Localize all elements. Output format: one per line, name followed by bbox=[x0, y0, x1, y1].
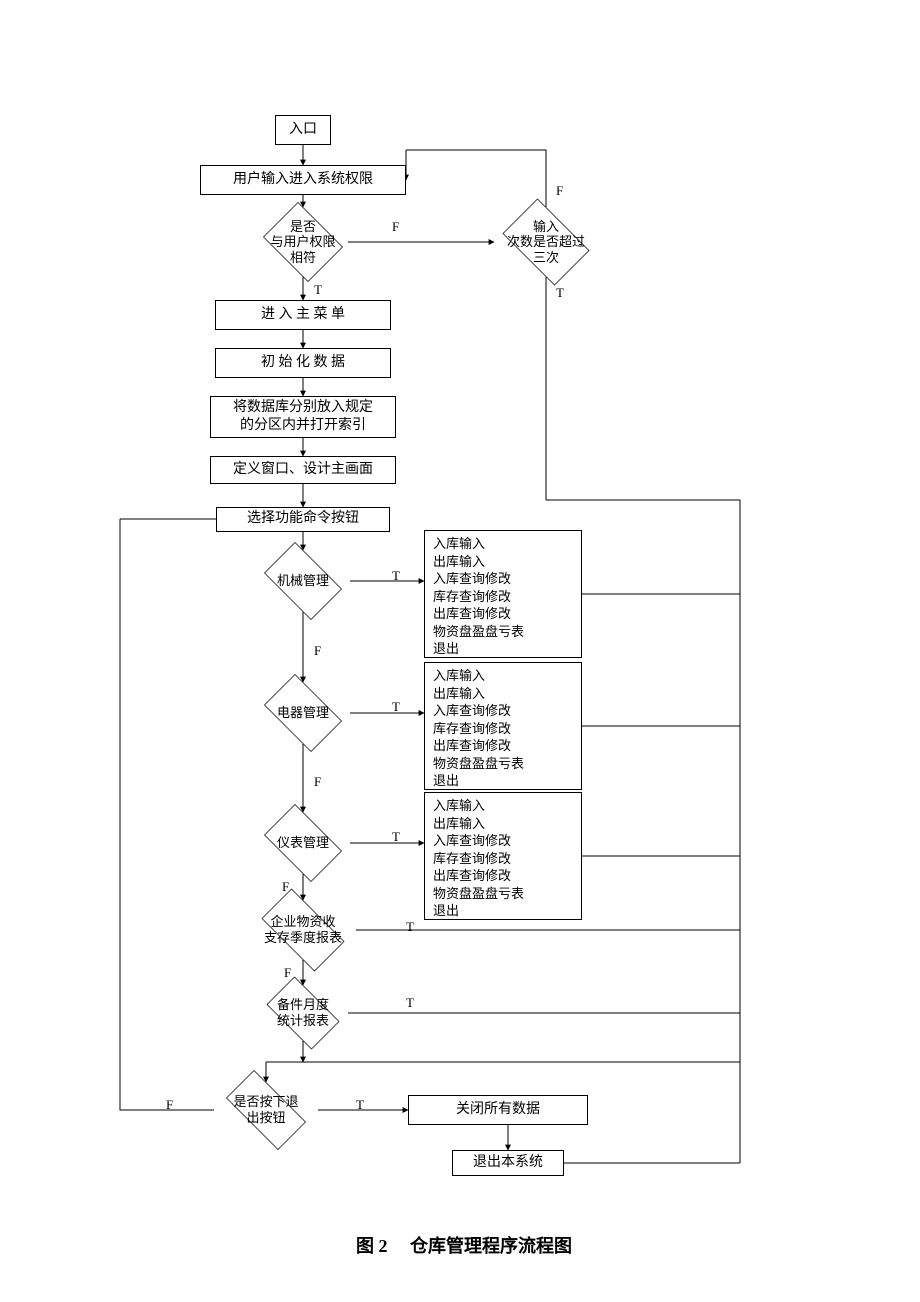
meter-list-3: 库存查询修改 bbox=[433, 850, 573, 868]
mech-list-2: 入库查询修改 bbox=[433, 570, 573, 588]
node-meter-mgmt: 仪表管理 bbox=[256, 812, 350, 874]
elec-list-4: 出库查询修改 bbox=[433, 737, 573, 755]
node-init-data-label: 初 始 化 数 据 bbox=[261, 354, 345, 372]
node-exit-sys-label: 退出本系统 bbox=[473, 1154, 543, 1172]
node-elec-mgmt-label: 电器管理 bbox=[277, 705, 329, 721]
edge-tries-F: F bbox=[556, 184, 563, 197]
elec-list-3: 库存查询修改 bbox=[433, 720, 573, 738]
elec-list-6: 退出 bbox=[433, 772, 573, 790]
node-meter-mgmt-label: 仪表管理 bbox=[277, 835, 329, 851]
node-close-data-label: 关闭所有数据 bbox=[456, 1101, 540, 1119]
node-check-tries: 输入次数是否超过三次 bbox=[494, 207, 598, 277]
elec-list-1: 出库输入 bbox=[433, 685, 573, 703]
node-exit-btn: 是否按下退出按钮 bbox=[214, 1082, 318, 1138]
edge-exit-T: T bbox=[356, 1098, 364, 1111]
node-mech-mgmt-label: 机械管理 bbox=[277, 573, 329, 589]
node-exit-btn-label: 是否按下退出按钮 bbox=[233, 1094, 298, 1125]
node-open-index: 将数据库分别放入规定的分区内并打开索引 bbox=[210, 396, 396, 438]
edge-perm-F: F bbox=[392, 220, 399, 233]
node-q-report: 企业物资收支存季度报表 bbox=[250, 900, 356, 960]
node-select-cmd: 选择功能命令按钮 bbox=[216, 507, 390, 532]
edge-elec-T: T bbox=[392, 700, 400, 713]
node-m-report: 备件月度统计报表 bbox=[258, 985, 348, 1041]
meter-list-0: 入库输入 bbox=[433, 797, 573, 815]
node-design-win-label: 定义窗口、设计主画面 bbox=[233, 461, 373, 479]
figure-title: 仓库管理程序流程图 bbox=[410, 1236, 572, 1256]
node-q-report-label: 企业物资收支存季度报表 bbox=[264, 914, 342, 945]
node-elec-list: 入库输入 出库输入 入库查询修改 库存查询修改 出库查询修改 物资盘盈盘亏表 退… bbox=[424, 662, 582, 790]
node-entry-label: 入口 bbox=[289, 121, 317, 139]
meter-list-2: 入库查询修改 bbox=[433, 832, 573, 850]
node-input-perm: 用户输入进入系统权限 bbox=[200, 165, 406, 195]
edge-elec-F: F bbox=[314, 775, 321, 788]
node-main-menu: 进 入 主 菜 单 bbox=[215, 300, 391, 330]
node-check-tries-label: 输入次数是否超过三次 bbox=[507, 219, 585, 266]
edge-qrep-F: F bbox=[284, 966, 291, 979]
flowchart-canvas: 入口 用户输入进入系统权限 是否与用户权限相符 输入次数是否超过三次 进 入 主… bbox=[0, 0, 920, 1302]
node-close-data: 关闭所有数据 bbox=[408, 1095, 588, 1125]
edge-exit-F: F bbox=[166, 1098, 173, 1111]
node-open-index-label: 将数据库分别放入规定的分区内并打开索引 bbox=[233, 399, 373, 435]
edge-perm-T: T bbox=[314, 283, 322, 296]
meter-list-5: 物资盘盈盘亏表 bbox=[433, 885, 573, 903]
node-meter-list: 入库输入 出库输入 入库查询修改 库存查询修改 出库查询修改 物资盘盈盘亏表 退… bbox=[424, 792, 582, 920]
meter-list-4: 出库查询修改 bbox=[433, 867, 573, 885]
node-mech-list: 入库输入 出库输入 入库查询修改 库存查询修改 出库查询修改 物资盘盈盘亏表 退… bbox=[424, 530, 582, 658]
edge-meter-F: F bbox=[282, 880, 289, 893]
node-design-win: 定义窗口、设计主画面 bbox=[210, 456, 396, 484]
mech-list-4: 出库查询修改 bbox=[433, 605, 573, 623]
meter-list-1: 出库输入 bbox=[433, 815, 573, 833]
node-exit-sys: 退出本系统 bbox=[452, 1150, 564, 1176]
node-input-perm-label: 用户输入进入系统权限 bbox=[233, 171, 373, 189]
node-main-menu-label: 进 入 主 菜 单 bbox=[261, 306, 345, 324]
edge-meter-T: T bbox=[392, 830, 400, 843]
edge-mrep-T: T bbox=[406, 996, 414, 1009]
node-mech-mgmt: 机械管理 bbox=[256, 550, 350, 612]
elec-list-0: 入库输入 bbox=[433, 667, 573, 685]
node-m-report-label: 备件月度统计报表 bbox=[277, 997, 329, 1028]
edge-mech-T: T bbox=[392, 569, 400, 582]
edge-qrep-T: T bbox=[406, 920, 414, 933]
elec-list-2: 入库查询修改 bbox=[433, 702, 573, 720]
node-elec-mgmt: 电器管理 bbox=[256, 682, 350, 744]
node-entry: 入口 bbox=[275, 115, 331, 145]
node-init-data: 初 始 化 数 据 bbox=[215, 348, 391, 378]
mech-list-0: 入库输入 bbox=[433, 535, 573, 553]
edge-tries-T: T bbox=[556, 286, 564, 299]
mech-list-3: 库存查询修改 bbox=[433, 588, 573, 606]
mech-list-5: 物资盘盈盘亏表 bbox=[433, 623, 573, 641]
figure-number: 图 2 bbox=[356, 1236, 388, 1256]
node-select-cmd-label: 选择功能命令按钮 bbox=[247, 510, 359, 528]
figure-caption: 图 2 仓库管理程序流程图 bbox=[356, 1232, 572, 1258]
edge-mech-F: F bbox=[314, 644, 321, 657]
node-check-perm-label: 是否与用户权限相符 bbox=[270, 219, 335, 266]
meter-list-6: 退出 bbox=[433, 902, 573, 920]
elec-list-5: 物资盘盈盘亏表 bbox=[433, 755, 573, 773]
mech-list-6: 退出 bbox=[433, 640, 573, 658]
mech-list-1: 出库输入 bbox=[433, 553, 573, 571]
node-check-perm: 是否与用户权限相符 bbox=[258, 207, 348, 277]
